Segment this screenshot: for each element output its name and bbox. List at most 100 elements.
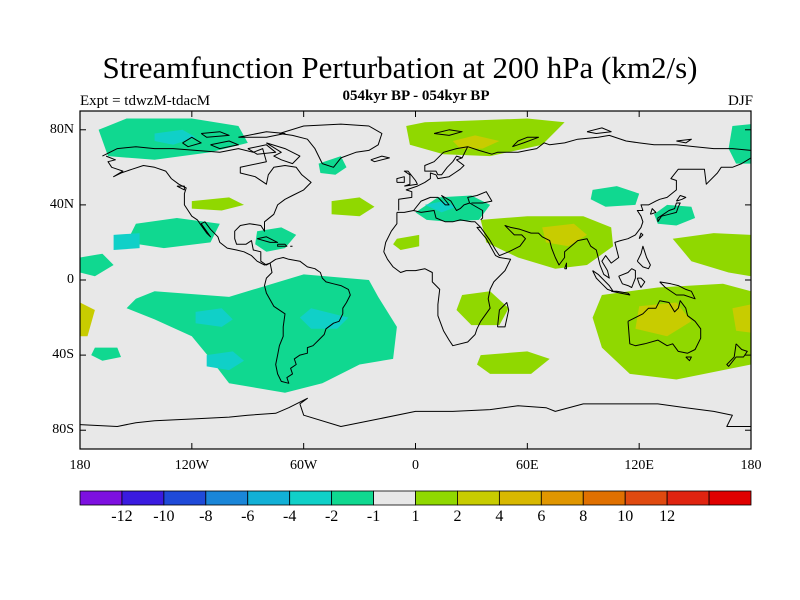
coastline-16 — [636, 277, 646, 288]
x-tick-label: 180 — [740, 458, 762, 473]
coastline-22 — [497, 302, 510, 328]
x-tick-label: 120W — [174, 458, 209, 473]
colorbar-swatch-2 — [163, 490, 207, 506]
coastline-14 — [611, 290, 631, 296]
contour-region-20 — [191, 197, 244, 211]
contour-region-11 — [91, 347, 121, 361]
colorbar-swatch-4 — [247, 490, 291, 506]
contour-region-14 — [590, 186, 640, 207]
coastline-18 — [659, 281, 696, 300]
map-subtitle: 054kyr BP - 054kyr BP — [342, 88, 490, 104]
contour-region-9 — [299, 308, 349, 329]
season-label: DJF — [727, 93, 753, 109]
coastline-30 — [176, 185, 185, 191]
y-tick-label: 40S — [52, 347, 74, 363]
coastline-5 — [413, 195, 484, 221]
coastline-15 — [618, 268, 636, 288]
coastline-6 — [467, 191, 493, 204]
colorbar-swatch-1 — [121, 490, 165, 506]
coastline-28 — [277, 243, 288, 247]
coastline-10 — [657, 202, 681, 223]
colorbar-swatch-0 — [79, 490, 123, 506]
colorbar-label: 12 — [659, 508, 676, 525]
map-title: Streamfunction Perturbation at 200 hPa (… — [102, 50, 698, 85]
coastlines — [80, 123, 751, 427]
coastline-4 — [398, 146, 469, 211]
coastline-11 — [675, 195, 687, 202]
contour-region-27 — [635, 302, 692, 337]
x-tick-label: 0 — [412, 458, 419, 473]
experiment-label: Expt = tdwzM-tdacM — [80, 93, 211, 109]
x-tick-label: 60E — [516, 458, 539, 473]
contour-region-8 — [195, 308, 233, 327]
axis-ticks — [79, 111, 752, 449]
contour-region-16 — [728, 124, 751, 164]
x-tick-label: 60W — [290, 458, 318, 473]
coastline-34 — [266, 142, 301, 165]
colorbar-label: -1 — [366, 508, 381, 525]
y-tick-label: 40N — [49, 196, 74, 212]
contour-region-7 — [126, 274, 397, 393]
colorbar-swatch-7 — [373, 490, 416, 506]
y-tick-label: 0 — [67, 272, 74, 287]
contour-region-4 — [80, 253, 114, 277]
coastline-25 — [396, 176, 405, 183]
contour-region-30 — [732, 304, 751, 333]
coastline-26 — [370, 155, 390, 163]
coastline-39 — [586, 127, 612, 134]
contour-region-19 — [331, 197, 375, 217]
contour-region-28 — [477, 351, 550, 374]
colorbar-label: 10 — [617, 508, 634, 525]
coastline-41 — [80, 397, 751, 427]
contour-region-12 — [415, 195, 491, 222]
colorbar-label: 4 — [495, 508, 504, 525]
map-background — [80, 111, 751, 449]
coastline-19 — [627, 300, 702, 354]
colorbar-label: -6 — [241, 508, 255, 525]
y-tick-label: 80N — [49, 121, 74, 137]
contour-region-23 — [542, 223, 587, 247]
coastline-21 — [726, 343, 748, 367]
coastline-2 — [279, 123, 383, 168]
coastline-38 — [512, 136, 539, 148]
coastline-37 — [433, 129, 463, 136]
coastline-12 — [638, 232, 644, 240]
coastline-27 — [256, 236, 279, 243]
coastline-40 — [676, 138, 692, 144]
colorbar-label: 8 — [579, 508, 588, 525]
coastline-23 — [564, 262, 567, 270]
colorbar-swatch-6 — [331, 490, 374, 506]
x-tick-label: 120E — [624, 458, 654, 473]
coastline-35 — [238, 131, 286, 138]
colorbar-swatch-12 — [582, 490, 626, 506]
colorbar-label: 1 — [411, 508, 420, 525]
contour-region-2 — [126, 218, 220, 249]
contour-region-15 — [654, 204, 696, 226]
coastline-17 — [636, 245, 651, 270]
coastline-24 — [403, 170, 418, 187]
coastline-8 — [467, 134, 751, 155]
contour-region-3 — [113, 233, 140, 250]
colorbar-label: -12 — [111, 508, 133, 525]
coastline-1 — [264, 257, 351, 384]
colorbar-swatch-10 — [498, 490, 542, 506]
colorbar-swatch-5 — [289, 490, 333, 506]
coastline-33 — [247, 144, 277, 155]
colorbar-label: -10 — [153, 508, 175, 525]
colorbar-swatch-13 — [624, 490, 668, 506]
contour-region-25 — [456, 291, 509, 326]
colorbar-label: 2 — [453, 508, 462, 525]
coastline-0 — [102, 146, 312, 266]
colorbar-label: -2 — [324, 508, 339, 525]
coastline-31 — [182, 136, 202, 148]
colorbar-swatch-3 — [205, 490, 249, 506]
coastline-7 — [480, 157, 751, 279]
colorbar-swatch-11 — [540, 490, 584, 506]
contour-region-18 — [452, 135, 500, 149]
colorbar-swatch-14 — [666, 490, 710, 506]
colorbar-swatch-9 — [457, 490, 500, 506]
colorbar-swatch-15 — [708, 490, 752, 506]
coastline-32 — [210, 140, 239, 150]
